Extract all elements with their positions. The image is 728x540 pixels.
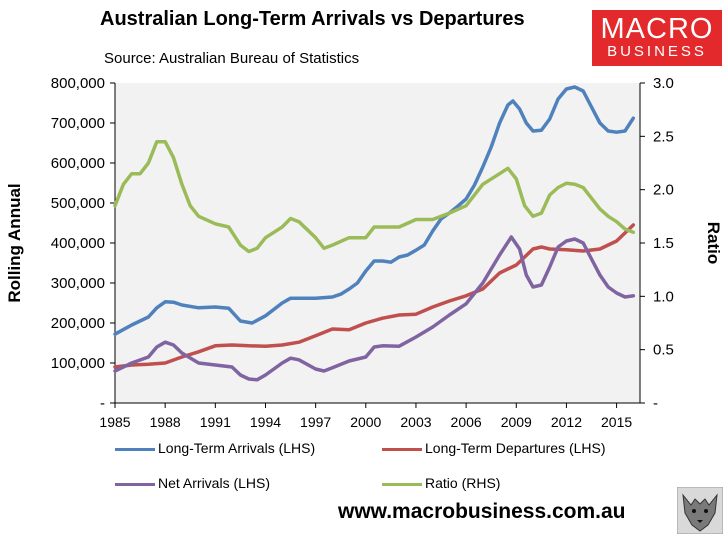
x-tick-label: 1985 — [99, 414, 130, 430]
x-tick-label: 2012 — [551, 414, 582, 430]
y-tick-label: 400,000 — [51, 235, 105, 252]
x-tick-label: 2003 — [400, 414, 431, 430]
y2-tick-label: 1.5 — [653, 235, 674, 252]
y-tick-label: - — [100, 395, 105, 412]
macrobusiness-logo: MACRO BUSINESS — [592, 10, 722, 66]
series-line-2 — [113, 235, 636, 382]
y2-tick-label: 2.0 — [653, 182, 674, 199]
chart-subtitle: Source: Australian Bureau of Statistics — [104, 50, 360, 67]
legend-swatch — [382, 483, 422, 486]
x-tick-label: 1994 — [250, 414, 281, 430]
y-tick-label: 500,000 — [51, 195, 105, 212]
x-tick-label: 2009 — [501, 414, 532, 430]
y-tick-label: 600,000 — [51, 155, 105, 172]
y-tick-label: 700,000 — [51, 115, 105, 132]
y-axis-title: Rolling Annual — [5, 183, 24, 302]
legend-label: Net Arrivals (LHS) — [158, 475, 271, 491]
legend-swatch — [115, 483, 155, 486]
y-tick-label: 300,000 — [51, 275, 105, 292]
y2-tick-label: 1.0 — [653, 288, 674, 305]
y2-tick-label: - — [653, 395, 658, 412]
logo-line-1: MACRO — [600, 13, 714, 45]
legend-label: Ratio (RHS) — [425, 475, 501, 491]
y2-tick-label: 0.5 — [653, 342, 674, 359]
x-tick-label: 2015 — [601, 414, 632, 430]
y2-tick-label: 3.0 — [653, 75, 674, 92]
x-tick-label: 1997 — [300, 414, 331, 430]
series-line-3 — [113, 139, 636, 254]
y-tick-label: 100,000 — [51, 355, 105, 372]
x-tick-label: 1991 — [200, 414, 231, 430]
series-line-1 — [113, 223, 636, 369]
legend-label: Long-Term Arrivals (LHS) — [158, 440, 316, 456]
y-tick-label: 800,000 — [51, 75, 105, 92]
x-tick-label: 1988 — [150, 414, 181, 430]
wolf-mascot-icon — [677, 487, 723, 534]
legend-label: Long-Term Departures (LHS) — [425, 440, 606, 456]
x-tick-label: 2000 — [350, 414, 381, 430]
y2-tick-label: 2.5 — [653, 128, 674, 145]
legend-swatch — [382, 448, 422, 451]
line-chart: - 100,000 200,000 300,000 400,000 500,000 600,… — [5, 75, 723, 430]
y2-axis-title: Ratio — [704, 222, 723, 265]
y-tick-label: 200,000 — [51, 315, 105, 332]
chart-title: Australian Long-Term Arrivals vs Departu… — [100, 8, 525, 30]
logo-line-2: BUSINESS — [607, 43, 707, 60]
website-url: www.macrobusiness.com.au — [338, 500, 626, 523]
legend-swatch — [115, 448, 155, 451]
series-line-0 — [113, 85, 636, 336]
x-tick-label: 2006 — [451, 414, 482, 430]
